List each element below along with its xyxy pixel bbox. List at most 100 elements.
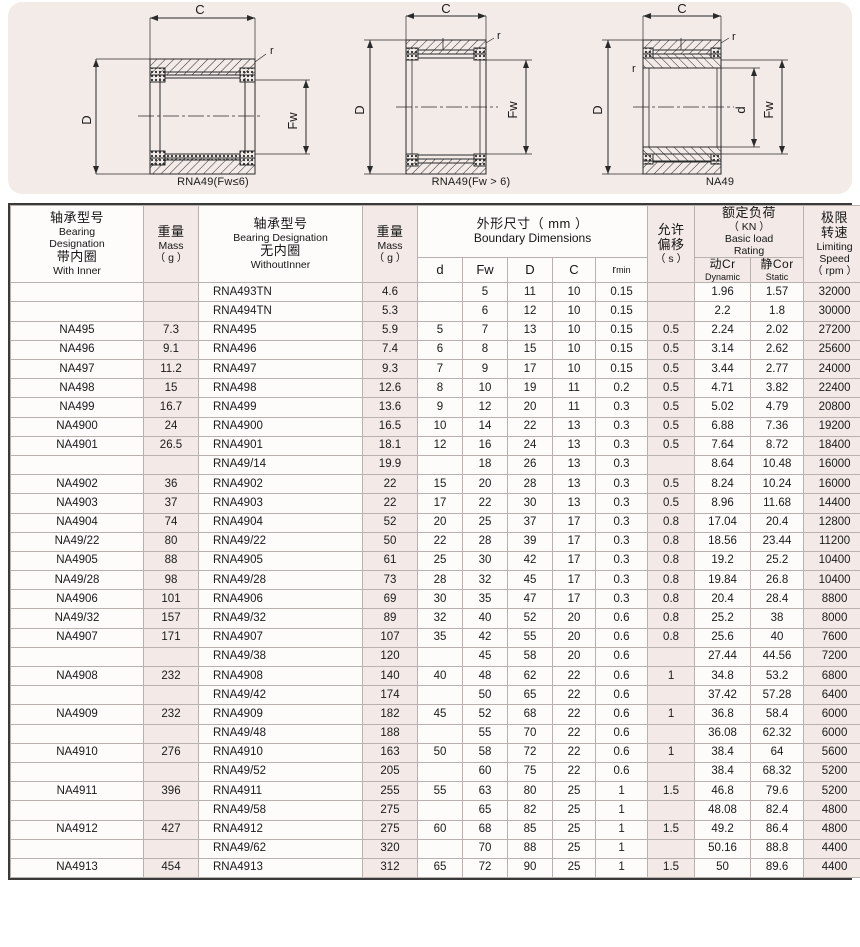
- cell-designation-without-inner: RNA498: [198, 378, 363, 399]
- cell-designation-with-inner: NA4913: [10, 857, 144, 879]
- cell-mass-with-inner: 11.2: [143, 359, 199, 380]
- cell-d: 28: [417, 570, 463, 591]
- cell-C: 20: [552, 608, 596, 629]
- cell-fw: 55: [462, 723, 508, 744]
- cell-mass-with-inner: 36: [143, 474, 199, 495]
- cell-tolerance: [647, 646, 696, 668]
- cell-mass-without-inner: 16.5: [362, 416, 418, 437]
- table-row: NA497 11.2 RNA497 9.3 7 9 17 10 0.15 0.5 3.44 2.77 2…: [10, 359, 860, 380]
- header-with-inner-en-sub: With Inner: [53, 265, 101, 278]
- cell-dynamic-cr: 49.2: [694, 819, 752, 840]
- cell-C: 13: [552, 493, 596, 514]
- cell-mass-with-inner: 396: [143, 781, 199, 802]
- cell-C: 10: [552, 339, 596, 361]
- cell-tolerance: 0.8: [647, 512, 696, 533]
- cell-mass-without-inner: 312: [362, 857, 418, 879]
- cell-mass-without-inner: 255: [362, 781, 418, 802]
- header-dynamic-en: Dynamic: [705, 271, 741, 282]
- cell-mass-without-inner: 107: [362, 627, 418, 648]
- cell-designation-without-inner: RNA4905: [198, 550, 363, 572]
- diagram-caption-3: NA49: [705, 176, 735, 188]
- cell-limiting-speed: 6400: [803, 685, 860, 706]
- cell-d: [417, 723, 463, 744]
- cell-designation-with-inner: NA49/22: [10, 531, 144, 552]
- header-mass-with-inner: 重量 Mass （ g ）: [143, 204, 199, 284]
- cell-D: 11: [507, 282, 553, 303]
- cell-C: 10: [552, 282, 596, 303]
- cell-designation-without-inner: RNA494TN: [198, 301, 363, 322]
- cell-fw: 18: [462, 454, 508, 476]
- header-with-inner: 轴承型号 Bearing Designation 带内圈 With Inner: [10, 204, 144, 284]
- cell-limiting-speed: 22400: [803, 378, 860, 399]
- cell-C: 25: [552, 857, 596, 879]
- cell-designation-with-inner: [10, 282, 144, 303]
- cell-designation-without-inner: RNA4913: [198, 857, 363, 879]
- table-row: NA499 16.7 RNA499 13.6 9 12 20 11 0.3 0.5 5.02 4.79…: [10, 397, 860, 418]
- cell-designation-with-inner: [10, 838, 144, 859]
- cell-static-cor: 57.28: [750, 685, 805, 706]
- cell-d: 6: [417, 339, 463, 361]
- cell-C: 13: [552, 474, 596, 495]
- header-speed-en2: Speed: [819, 253, 850, 266]
- cell-tolerance: 0.5: [647, 416, 696, 437]
- cell-mass-with-inner: 101: [143, 589, 199, 610]
- cell-tolerance: 0.8: [647, 589, 696, 610]
- cell-dynamic-cr: 50: [694, 857, 752, 879]
- bearing-spec-table: 轴承型号 Bearing Designation 带内圈 With Inner …: [10, 204, 860, 879]
- cell-D: 45: [507, 570, 553, 591]
- header-load-unit: （ KN ）: [728, 220, 770, 233]
- cell-D: 15: [507, 339, 553, 361]
- cell-designation-with-inner: [10, 723, 144, 744]
- header-col-C: C: [552, 257, 596, 284]
- table-row: NA4906 101 RNA4906 69 30 35 47 17 0.3 0.8 20.4 28.4…: [10, 589, 860, 610]
- cell-dynamic-cr: 20.4: [694, 589, 752, 610]
- cell-mass-with-inner: 80: [143, 531, 199, 552]
- cell-D: 19: [507, 378, 553, 399]
- cell-tolerance: 1: [647, 742, 696, 763]
- cell-designation-with-inner: NA4905: [10, 550, 144, 572]
- header-mass2-en: Mass: [377, 239, 403, 252]
- cell-tolerance: 0.5: [647, 397, 696, 418]
- diagram-label-c-3: C: [677, 2, 686, 16]
- cell-designation-without-inner: RNA4902: [198, 474, 363, 495]
- cell-rmin: 1: [594, 838, 649, 859]
- cell-d: 22: [417, 531, 463, 552]
- cell-tolerance: 1.5: [647, 781, 696, 802]
- cell-fw: 60: [462, 761, 508, 783]
- cell-dynamic-cr: 19.84: [694, 570, 752, 591]
- cell-D: 24: [507, 435, 553, 456]
- cell-static-cor: 88.8: [750, 838, 805, 859]
- cell-dynamic-cr: 5.02: [694, 397, 752, 418]
- cell-static-cor: 4.79: [750, 397, 805, 418]
- cell-d: 60: [417, 819, 463, 840]
- cell-fw: 63: [462, 781, 508, 802]
- diagram-label-fw-2: Fw: [505, 101, 520, 119]
- table-row: NA495 7.3 RNA495 5.9 5 7 13 10 0.15 0.5 2.24 2.02 27…: [10, 320, 860, 341]
- cell-rmin: 0.3: [594, 435, 649, 456]
- cell-dynamic-cr: 36.8: [694, 704, 752, 725]
- cell-mass-with-inner: [143, 761, 199, 783]
- cell-limiting-speed: 4400: [803, 838, 860, 859]
- cell-fw: 28: [462, 531, 508, 552]
- header-limiting-speed: 极限 转速 Limiting Speed （ rpm ）: [803, 204, 860, 284]
- cell-rmin: 1: [594, 819, 649, 840]
- cell-C: 25: [552, 819, 596, 840]
- cell-static-cor: 28.4: [750, 589, 805, 610]
- cell-limiting-speed: 16000: [803, 454, 860, 476]
- table-row: NA49/22 80 RNA49/22 50 22 28 39 17 0.3 0.8 18.56 23…: [10, 531, 860, 552]
- cell-d: 5: [417, 320, 463, 341]
- cell-C: 22: [552, 761, 596, 783]
- cell-fw: 9: [462, 359, 508, 380]
- cell-mass-with-inner: 88: [143, 550, 199, 572]
- header-col-d: d: [417, 257, 463, 284]
- cell-static-cor: 53.2: [750, 666, 805, 687]
- cell-designation-with-inner: NA498: [10, 378, 144, 399]
- table-row: NA4912 427 RNA4912 275 60 68 85 25 1 1.5 49.2 86.4 4…: [10, 819, 860, 840]
- header-col-rmin-label: r: [612, 263, 617, 276]
- header-without-inner-en-sub: WithoutInner: [250, 259, 311, 272]
- cell-mass-with-inner: [143, 800, 199, 821]
- cell-d: 30: [417, 589, 463, 610]
- cell-mass-with-inner: 74: [143, 512, 199, 533]
- header-col-rmin-sub: min: [616, 264, 631, 275]
- cell-D: 90: [507, 857, 553, 879]
